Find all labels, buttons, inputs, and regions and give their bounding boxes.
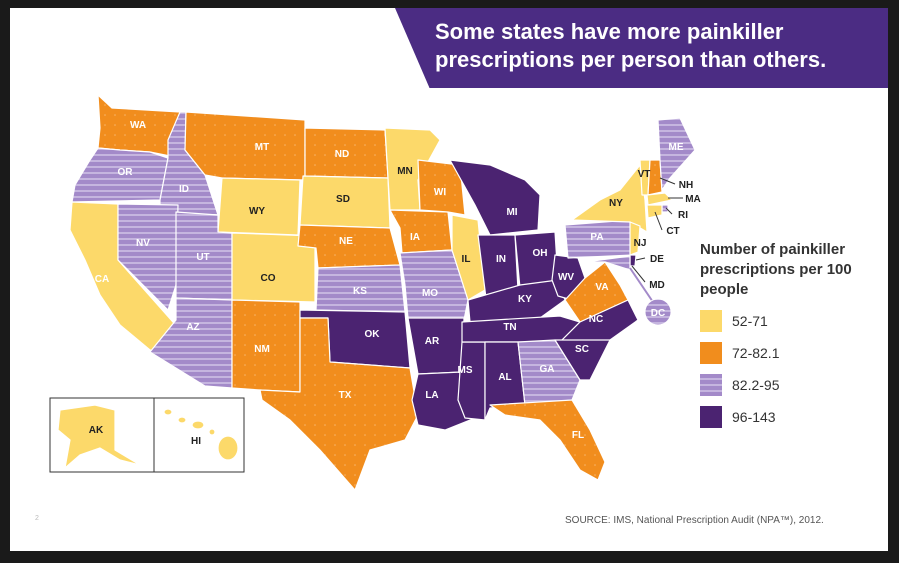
label-RI: RI — [678, 210, 688, 221]
label-HI: HI — [191, 436, 201, 447]
label-GA: GA — [540, 364, 555, 375]
label-MA: MA — [685, 194, 701, 205]
label-PA: PA — [590, 232, 603, 243]
state-NV — [117, 203, 179, 311]
legend-item-4: 96-143 — [700, 404, 885, 428]
label-FL: FL — [572, 430, 584, 441]
state-MD — [584, 255, 631, 271]
label-NJ: NJ — [634, 238, 647, 249]
label-UT: UT — [196, 252, 209, 263]
label-MO: MO — [422, 288, 438, 299]
label-AK: AK — [89, 425, 104, 436]
label-WI: WI — [434, 187, 446, 198]
label-ND: ND — [335, 149, 349, 160]
state-MT — [184, 111, 306, 181]
label-DE: DE — [650, 254, 664, 265]
legend-swatch-2 — [700, 342, 722, 364]
leader-lines — [631, 177, 683, 283]
state-CO — [231, 232, 316, 303]
label-MS: MS — [458, 365, 473, 376]
label-IL: IL — [462, 254, 471, 265]
legend-label-1: 52-71 — [732, 313, 768, 329]
page-number: 2 — [35, 515, 39, 522]
legend-label-2: 72-82.1 — [732, 345, 780, 361]
label-MI: MI — [506, 207, 517, 218]
label-ME: ME — [669, 142, 684, 153]
label-IN: IN — [496, 254, 506, 265]
label-NE: NE — [339, 236, 353, 247]
source-note: SOURCE: IMS, National Prescription Audit… — [565, 515, 824, 526]
legend-label-3: 82.2-95 — [732, 377, 780, 393]
label-DC: DC — [651, 308, 665, 319]
page-title: Some states have more painkiller prescri… — [435, 19, 827, 72]
label-VA: VA — [595, 282, 608, 293]
label-OK: OK — [365, 329, 381, 340]
state-NH — [647, 159, 663, 196]
state-MI — [449, 159, 541, 236]
state-TX — [259, 317, 419, 491]
state-HI — [163, 408, 239, 461]
label-NC: NC — [589, 314, 603, 325]
legend-swatch-1 — [700, 310, 722, 332]
label-OR: OR — [118, 167, 134, 178]
label-ID: ID — [179, 184, 189, 195]
state-ME — [657, 117, 696, 191]
state-labels: WA OR CA ID NV MT WY UT AZ CO NM ND SD N… — [89, 120, 701, 447]
legend-label-4: 96-143 — [732, 409, 776, 425]
state-SC — [554, 339, 611, 381]
label-NM: NM — [254, 344, 270, 355]
label-CA: CA — [95, 274, 109, 285]
legend: Number of painkiller prescriptions per 1… — [700, 240, 885, 428]
legend-swatch-3 — [700, 374, 722, 396]
label-AR: AR — [425, 336, 440, 347]
legend-swatch-4 — [700, 406, 722, 428]
label-CT: CT — [666, 226, 679, 237]
state-NJ — [629, 221, 641, 256]
state-MS — [457, 341, 486, 421]
label-TN: TN — [503, 322, 516, 333]
dc-pointer-line — [629, 267, 656, 306]
label-NH: NH — [679, 180, 693, 191]
legend-item-3: 82.2-95 — [700, 372, 885, 396]
state-IL — [451, 214, 486, 301]
legend-item-1: 52-71 — [700, 308, 885, 332]
label-KY: KY — [518, 294, 532, 305]
label-SC: SC — [575, 344, 589, 355]
label-MN: MN — [397, 166, 413, 177]
state-IA — [389, 209, 453, 254]
label-IA: IA — [410, 232, 420, 243]
state-DE — [629, 254, 637, 267]
state-CT — [646, 204, 663, 219]
title-banner: Some states have more painkiller prescri… — [395, 8, 888, 88]
state-MA — [646, 192, 673, 206]
state-AK — [57, 404, 141, 469]
label-AZ: AZ — [186, 322, 199, 333]
label-LA: LA — [425, 390, 438, 401]
label-AL: AL — [498, 372, 511, 383]
label-OH: OH — [533, 248, 548, 259]
label-KS: KS — [353, 286, 367, 297]
state-FL — [489, 399, 606, 481]
label-TX: TX — [339, 390, 352, 401]
label-WY: WY — [249, 206, 265, 217]
label-MD: MD — [649, 280, 665, 291]
label-NY: NY — [609, 198, 623, 209]
label-NV: NV — [136, 238, 150, 249]
label-WA: WA — [130, 120, 146, 131]
legend-item-2: 72-82.1 — [700, 340, 885, 364]
label-VT: VT — [638, 169, 651, 180]
legend-title: Number of painkiller prescriptions per 1… — [700, 241, 852, 298]
label-WV: WV — [558, 272, 574, 283]
label-CO: CO — [261, 273, 276, 284]
label-MT: MT — [255, 142, 269, 153]
label-SD: SD — [336, 194, 350, 205]
dc-bubble — [644, 298, 672, 326]
